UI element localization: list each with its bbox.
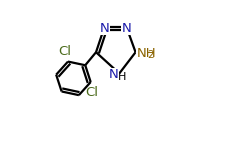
- Text: N: N: [122, 22, 131, 35]
- Text: N: N: [100, 22, 109, 35]
- Text: Cl: Cl: [59, 45, 72, 58]
- Text: 2: 2: [147, 50, 154, 60]
- Text: N: N: [108, 68, 118, 81]
- Text: H: H: [118, 72, 126, 82]
- Text: Cl: Cl: [86, 86, 99, 99]
- Text: NH: NH: [136, 47, 156, 60]
